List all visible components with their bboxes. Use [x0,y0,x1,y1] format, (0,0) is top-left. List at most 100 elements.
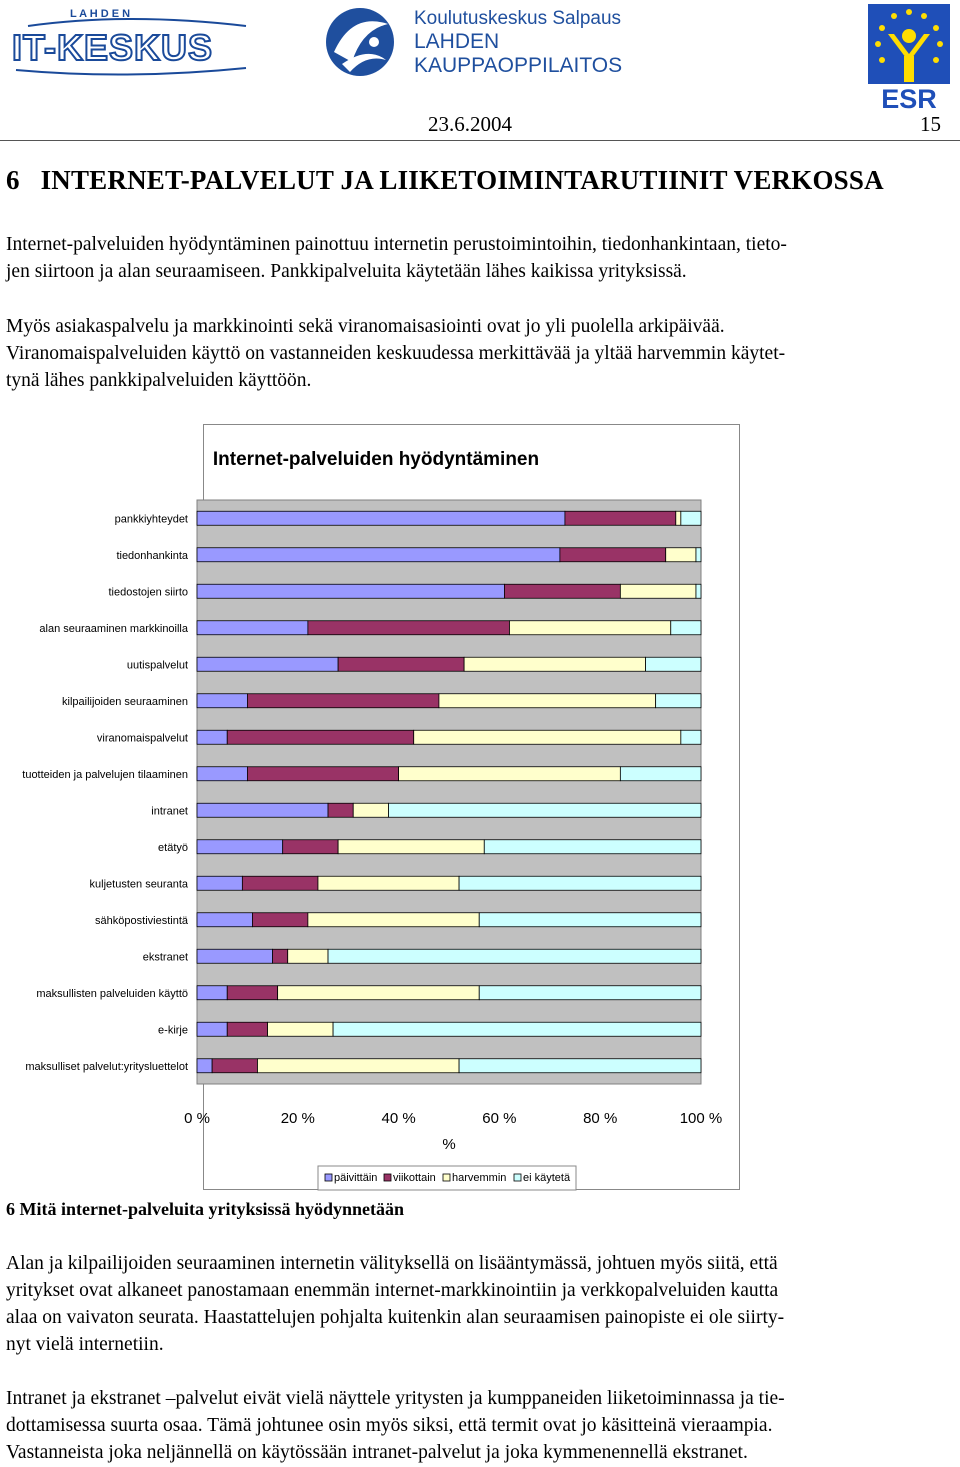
text-line: tynä lähes pankkipalveluiden käyttöön. [6,370,312,391]
bar-segment [282,839,339,855]
bar-segment [196,656,339,672]
it-keskus-logo: L A H D E N IT-KESKUS [11,8,247,76]
it-keskus-logo-text: IT-KESKUS [12,27,213,68]
usage-chart: Internet-palveluiden hyödyntäminen pankki… [22,449,723,1191]
bar-segment [352,802,389,818]
bar-segment [675,510,682,526]
bar-segment [196,802,329,818]
bar-segment [695,547,702,563]
section-title: INTERNET-PALVELUT JA LIIKETOIMINTARUTIIN… [40,165,884,195]
bar-segment [458,875,702,891]
bar-segment [196,693,248,709]
category-label: maksullisten palveluiden käyttö [36,988,188,1000]
x-tick-label: 80 % [583,1110,617,1127]
bar-segment [619,766,702,782]
text-line: alaa on vaivaton seurata. Haastattelujen… [6,1307,785,1328]
bar-segment [680,510,702,526]
header-rule [0,140,960,141]
section-number: 6 [6,165,20,195]
legend-entry: ei käytetä [523,1172,571,1184]
bar-segment [252,912,309,928]
text-line: dottamisessa suurta osaa. Tämä johtunee … [6,1415,773,1436]
category-label: sähköpostiviestintä [95,915,189,927]
chart-title: Internet-palveluiden hyödyntäminen [213,449,539,470]
bar-segment [226,985,279,1001]
bar-segment [680,729,702,745]
header-date: 23.6.2004 [428,112,512,136]
bar-segment [670,620,702,636]
salpaus-line-2: LAHDEN [414,30,499,53]
esr-logo: ESR [868,4,950,110]
text-line: jen siirtoon ja alan seuraamiseen. Pankk… [6,261,687,282]
bar-segment [196,1021,228,1037]
bar-segment [241,875,319,891]
it-keskus-logo-small-text: L A H D E N [70,8,130,20]
bar-segment [483,839,702,855]
bar-segment [196,620,309,636]
category-label: e-kirje [158,1024,188,1036]
legend-entry: harvemmin [452,1172,506,1184]
x-tick-label: 60 % [482,1110,516,1127]
salpaus-logo: Koulutuskeskus Salpaus LAHDEN KAUPPAOPPI… [326,8,622,77]
bar-segment [413,729,682,745]
bar-segment [267,1021,334,1037]
bar-segment [398,766,621,782]
bar-segment [327,802,354,818]
figure-caption: 6 Mitä internet-palveluita yrityksissä h… [6,1199,405,1219]
bar-segment [645,656,702,672]
text-line: yritykset ovat alkaneet panostamaan enem… [6,1280,779,1301]
bar-segment [665,547,697,563]
legend-swatch [383,1173,392,1182]
bar-segment [257,1058,460,1074]
text-line: nyt vielä internetiin. [6,1334,164,1355]
paragraph-2: Myös asiakaspalvelu ja markkinointi sekä… [6,313,946,394]
esr-stars-icon [875,9,943,63]
bar-segment [307,912,480,928]
category-label: viranomaispalvelut [97,732,188,744]
paragraph-3: Alan ja kilpailijoiden seuraaminen inter… [6,1250,946,1358]
bar-segment [272,948,289,964]
salpaus-line-3: KAUPPAOPPILAITOS [414,54,622,77]
text-line: Intranet ja ekstranet –palvelut eivät vi… [6,1388,785,1409]
bar-segment [509,620,672,636]
bar-segment [317,875,460,891]
bar-segment [307,620,510,636]
bar-segment [655,693,702,709]
x-tick-label: 100 % [680,1110,723,1127]
bar-segment [438,693,657,709]
paragraph-1: Internet-palveluiden hyödyntäminen paino… [6,231,946,285]
x-axis-label: % [442,1136,455,1153]
category-label: tuotteiden ja palvelujen tilaaminen [22,769,188,781]
bar-segment [196,875,243,891]
category-label: etätyö [158,842,188,854]
page-number: 15 [920,112,941,136]
category-label: tiedostojen siirto [109,586,189,598]
category-label: kilpailijoiden seuraaminen [62,696,188,708]
x-tick-label: 40 % [381,1110,415,1127]
bar-segment [196,583,505,599]
category-label: pankkiyhteydet [115,513,188,525]
bar-segment [504,583,621,599]
legend-entry: viikottain [393,1172,436,1184]
text-line: Internet-palveluiden hyödyntäminen paino… [6,234,787,255]
bar-segment [463,656,646,672]
bar-segment [196,547,561,563]
bar-segment [458,1058,702,1074]
text-line: Viranomaispalveluiden käyttö on vastanne… [6,343,786,364]
category-label: maksulliset palvelut:yritysluettelot [25,1061,188,1073]
bar-segment [196,839,284,855]
bar-segment [564,510,677,526]
bar-segment [332,1021,702,1037]
salpaus-swirl-icon [326,8,394,76]
bar-segment [246,766,399,782]
bar-segment [337,839,485,855]
text-line: Alan ja kilpailijoiden seuraaminen inter… [6,1253,778,1274]
bar-segment [327,948,702,964]
category-label: intranet [151,805,188,817]
bar-segment [226,729,415,745]
bar-segment [246,693,440,709]
bar-segment [196,948,273,964]
bar-segment [277,985,480,1001]
bar-segment [695,583,702,599]
legend-swatch [442,1173,451,1182]
